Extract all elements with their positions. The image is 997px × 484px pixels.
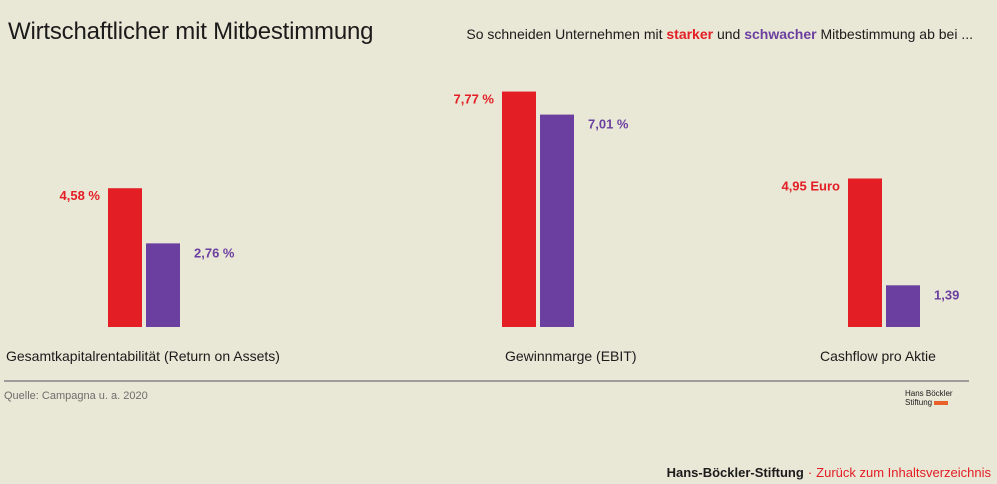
bar-weak-2 <box>886 285 920 327</box>
subtitle-text-pre: So schneiden Unternehmen mit <box>466 26 667 42</box>
back-to-contents-link[interactable]: Zurück zum Inhaltsverzeichnis <box>816 465 991 480</box>
source-note: Quelle: Campagna u. a. 2020 <box>4 390 148 402</box>
data-label-weak-0: 2,76 % <box>194 245 235 260</box>
logo-mark-icon <box>934 400 949 405</box>
footer-org-name: Hans-Böckler-Stiftung <box>666 465 804 480</box>
bar-strong-2 <box>848 178 882 327</box>
legend-strong-label: starker <box>666 26 714 42</box>
category-label-1: Gewinnmarge (EBIT) <box>505 348 636 364</box>
page-title: Wirtschaftlicher mit Mitbestimmung <box>8 18 374 45</box>
data-label-weak-2: 1,39 <box>934 287 959 302</box>
hbs-logo: Hans Böckler Stiftung <box>905 389 953 407</box>
logo-line-1: Hans Böckler <box>905 389 953 398</box>
data-label-weak-1: 7,01 % <box>588 117 629 132</box>
legend-weak-label: schwacher <box>744 26 817 42</box>
footer-separator: · <box>807 465 813 480</box>
data-label-strong-1: 7,77 % <box>454 92 495 107</box>
subtitle-text-post: Mitbestimmung ab bei ... <box>816 26 973 42</box>
data-label-strong-2: 4,95 Euro <box>781 179 840 194</box>
bar-strong-1 <box>502 91 536 327</box>
subtitle-text-mid: und <box>713 26 745 42</box>
divider-line <box>4 380 969 382</box>
bar-weak-1 <box>540 114 574 327</box>
logo-line-2: Stiftung <box>905 398 953 407</box>
chart-subtitle-legend: So schneiden Unternehmen mit starker und… <box>466 26 973 42</box>
bar-chart: 4,58 % 2,76 % Gesamtkapitalrentabilität (R… <box>6 91 959 364</box>
data-label-strong-0: 4,58 % <box>60 188 101 203</box>
bar-weak-0 <box>146 243 180 327</box>
category-label-0: Gesamtkapitalrentabilität (Return on Ass… <box>6 348 280 364</box>
category-label-2: Cashflow pro Aktie <box>820 348 936 364</box>
footer: Hans-Böckler-Stiftung · Zurück zum Inhalts… <box>667 465 991 480</box>
bar-strong-0 <box>108 188 142 327</box>
